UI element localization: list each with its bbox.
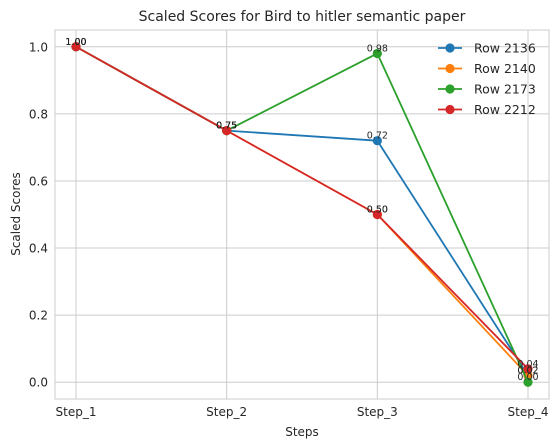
legend-item: Row 2212 [438, 102, 536, 117]
data-point [222, 126, 232, 136]
data-label: 0.98 [367, 43, 388, 54]
x-axis-label: Steps [285, 425, 319, 439]
data-label: 0.75 [216, 121, 237, 132]
series-row-2212 [71, 42, 533, 374]
data-point [71, 42, 81, 52]
data-labels-layer: 1.000.750.720.021.000.750.500.021.000.75… [65, 37, 538, 383]
legend-label: Row 2212 [474, 102, 536, 117]
y-axis-label: Scaled Scores [9, 172, 23, 256]
series-layer [71, 42, 533, 387]
data-label: 0.02 [517, 366, 538, 377]
data-label: 0.04 [517, 359, 538, 370]
legend-marker [445, 84, 455, 94]
plot-frame [54, 29, 550, 400]
x-tick-label: Step_3 [357, 405, 398, 419]
data-label: 0.50 [367, 205, 388, 216]
y-tick-label: 0.4 [29, 242, 48, 256]
legend-marker [445, 43, 455, 53]
data-label: 0.72 [367, 131, 388, 142]
legend-label: Row 2140 [474, 61, 536, 76]
legend-item: Row 2136 [438, 41, 536, 56]
data-label: 1.00 [65, 37, 86, 48]
legend-marker [445, 63, 455, 74]
data-point [372, 209, 382, 220]
data-label: 0.75 [216, 121, 237, 132]
y-tick-label: 0.0 [29, 376, 48, 390]
data-point [523, 377, 533, 387]
x-tick-label: Step_4 [508, 405, 549, 419]
legend-item: Row 2173 [438, 82, 536, 97]
series-line [75, 45, 529, 370]
data-point [372, 48, 382, 59]
x-tick-label: Step_2 [206, 405, 247, 419]
data-label: 1.00 [65, 37, 86, 48]
legend-label: Row 2173 [474, 82, 536, 97]
x-tick-label: Step_1 [56, 405, 97, 419]
legend-marker [445, 104, 455, 115]
data-point [372, 136, 382, 146]
chart-title: Scaled Scores for Bird to hitler semanti… [139, 9, 466, 25]
data-label: 0.00 [517, 372, 538, 383]
y-tick-label: 0.8 [29, 107, 48, 121]
data-label: 0.75 [216, 121, 237, 132]
data-label: 1.00 [65, 37, 86, 48]
data-label: 0.02 [517, 366, 538, 377]
data-label: 0.50 [367, 205, 388, 216]
tick-labels-layer: Step_1 Step_2 Step_3 Step_4 0.0 0.2 0.4 0.6 0.8 1… [29, 40, 549, 419]
legend-item: Row 2140 [438, 61, 536, 76]
data-label: 0.75 [216, 121, 237, 132]
legend: Row 2136 Row 2140 Row 2173 Row 2212 [438, 41, 536, 117]
data-label: 1.00 [65, 37, 86, 48]
y-tick-label: 1.0 [29, 40, 48, 54]
y-tick-label: 0.2 [29, 309, 48, 323]
legend-label: Row 2136 [474, 41, 536, 56]
data-point [523, 364, 533, 374]
y-tick-label: 0.6 [29, 174, 48, 188]
